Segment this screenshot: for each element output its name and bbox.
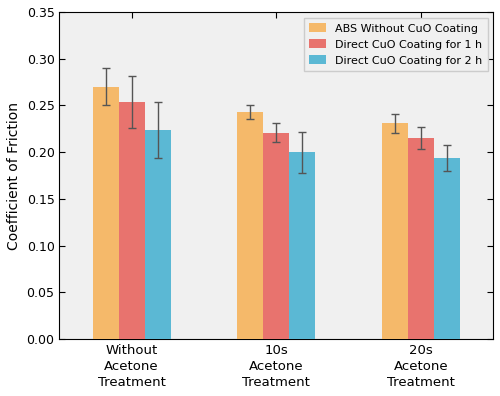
Bar [408, 138, 434, 339]
Legend: ABS Without CuO Coating, Direct CuO Coating for 1 h, Direct CuO Coating for 2 h: ABS Without CuO Coating, Direct CuO Coat… [304, 17, 488, 71]
Bar [118, 102, 144, 339]
Bar [144, 130, 171, 339]
Bar [382, 123, 408, 339]
Y-axis label: Coefficient of Friction: Coefficient of Friction [7, 101, 21, 249]
Bar [263, 133, 289, 339]
Bar [92, 87, 118, 339]
Bar [237, 112, 263, 339]
Bar [434, 158, 460, 339]
Bar [289, 152, 315, 339]
